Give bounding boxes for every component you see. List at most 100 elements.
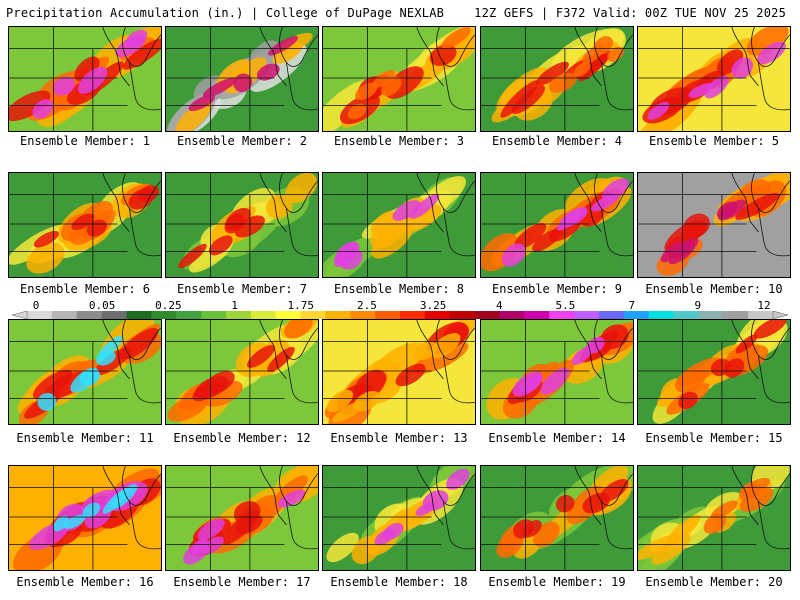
- colorbar-swatch: [748, 311, 774, 319]
- colorbar-label: 12: [757, 299, 771, 312]
- member-map-19: [480, 465, 634, 571]
- precip-field: [323, 466, 475, 570]
- member-map-10: [637, 172, 791, 278]
- precip-field: [9, 27, 161, 131]
- precip-field: [481, 27, 633, 131]
- member-caption: Ensemble Member: 14: [488, 431, 626, 445]
- colorbar-swatch: [325, 311, 351, 319]
- precip-field: [481, 466, 633, 570]
- member-caption: Ensemble Member: 18: [330, 575, 468, 589]
- colorbar-swatch: [673, 311, 699, 319]
- member-caption: Ensemble Member: 1: [19, 134, 151, 148]
- member-caption: Ensemble Member: 19: [488, 575, 626, 589]
- precip-field: [323, 173, 475, 277]
- colorbar-swatch: [549, 311, 575, 319]
- colorbar-swatch: [176, 311, 202, 319]
- colorbar-label: 2.5: [356, 299, 377, 312]
- member-map-5: [637, 26, 791, 132]
- colorbar-label: 1.75: [287, 299, 314, 312]
- member-caption: Ensemble Member: 13: [330, 431, 468, 445]
- member-caption: Ensemble Member: 12: [173, 431, 311, 445]
- member-map-2: [165, 26, 319, 132]
- colorbar-swatch: [151, 311, 177, 319]
- colorbar-swatch: [250, 311, 277, 319]
- colorbar-swatch: [375, 311, 401, 319]
- precip-field: [166, 320, 318, 424]
- member-map-4: [480, 26, 634, 132]
- member-caption: Ensemble Member: 15: [645, 431, 783, 445]
- member-map-16: [8, 465, 162, 571]
- precip-field: [638, 466, 790, 570]
- member-caption: Ensemble Member: 4: [491, 134, 623, 148]
- colorbar-swatch: [474, 311, 500, 319]
- member-map-1: [8, 26, 162, 132]
- member-caption: Ensemble Member: 7: [176, 282, 308, 296]
- member-caption: Ensemble Member: 5: [648, 134, 780, 148]
- member-caption: Ensemble Member: 6: [19, 282, 151, 296]
- member-map-12: [165, 319, 319, 425]
- member-map-18: [322, 465, 476, 571]
- precip-field: [638, 27, 790, 131]
- colorbar-swatch: [126, 311, 152, 319]
- colorbar-label: 0.25: [155, 299, 182, 312]
- colorbar-swatch: [449, 311, 476, 319]
- member-caption: Ensemble Member: 10: [645, 282, 783, 296]
- run-info: 12Z GEFS | F372 Valid: 00Z TUE NOV 25 20…: [474, 6, 786, 20]
- member-caption: Ensemble Member: 16: [16, 575, 154, 589]
- colorbar-swatch: [225, 311, 252, 319]
- precip-field: [166, 466, 318, 570]
- member-map-14: [480, 319, 634, 425]
- colorbar-label: 4: [495, 299, 503, 312]
- member-map-9: [480, 172, 634, 278]
- member-caption: Ensemble Member: 11: [16, 431, 154, 445]
- colorbar-swatch: [424, 311, 451, 319]
- precip-field: [638, 173, 790, 277]
- member-map-11: [8, 319, 162, 425]
- member-map-20: [637, 465, 791, 571]
- member-map-6: [8, 172, 162, 278]
- member-map-17: [165, 465, 319, 571]
- colorbar-swatch: [300, 311, 326, 319]
- colorbar-swatch: [101, 311, 127, 319]
- member-map-8: [322, 172, 476, 278]
- member-map-3: [322, 26, 476, 132]
- precip-field: [166, 27, 318, 131]
- colorbar-swatch: [598, 311, 625, 319]
- colorbar-swatch: [76, 311, 103, 319]
- colorbar-swatch: [27, 311, 53, 319]
- member-caption: Ensemble Member: 2: [176, 134, 308, 148]
- colorbar-scale: [12, 311, 788, 319]
- chart-title: Precipitation Accumulation (in.) | Colle…: [6, 6, 445, 20]
- member-map-15: [637, 319, 791, 425]
- member-caption: Ensemble Member: 9: [491, 282, 623, 296]
- precip-field: [638, 320, 790, 424]
- colorbar-label: 5.5: [555, 299, 576, 312]
- precip-field: [9, 466, 161, 570]
- colorbar-label: 7: [628, 299, 635, 312]
- member-map-13: [322, 319, 476, 425]
- member-caption: Ensemble Member: 3: [333, 134, 465, 148]
- precip-field: [9, 173, 161, 277]
- colorbar: 0 0.05 0.25 1 1.75 2.5 3.25 4 5.5 7 9 12: [12, 299, 788, 321]
- colorbar-swatch: [623, 311, 650, 319]
- colorbar-label: 3.25: [419, 299, 447, 312]
- member-caption: Ensemble Member: 20: [645, 575, 783, 589]
- colorbar-swatch: [574, 311, 600, 319]
- precip-field: [9, 320, 161, 424]
- colorbar-swatch: [350, 311, 376, 319]
- precip-field: [323, 27, 475, 131]
- precip-field: [323, 320, 475, 424]
- member-caption: Ensemble Member: 8: [333, 282, 465, 296]
- colorbar-swatch: [648, 311, 675, 319]
- member-caption: Ensemble Member: 17: [173, 575, 311, 589]
- member-map-7: [165, 172, 319, 278]
- colorbar-swatch: [698, 311, 724, 319]
- colorbar-swatch: [275, 311, 302, 319]
- colorbar-label: 0.05: [88, 299, 116, 312]
- colorbar-swatch: [51, 311, 78, 319]
- colorbar-label: 0: [32, 299, 40, 312]
- precip-field: [481, 320, 633, 424]
- precip-field: [166, 173, 318, 277]
- colorbar-swatch: [400, 311, 426, 319]
- colorbar-swatch: [201, 311, 227, 319]
